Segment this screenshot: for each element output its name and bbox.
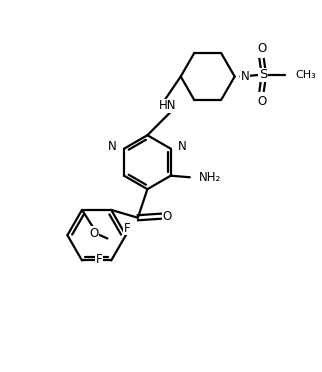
Text: N: N bbox=[108, 140, 117, 153]
Text: O: O bbox=[257, 95, 266, 108]
Text: F: F bbox=[96, 253, 102, 266]
Text: O: O bbox=[90, 227, 99, 240]
Text: S: S bbox=[259, 68, 268, 81]
Text: F: F bbox=[124, 222, 131, 235]
Text: CH₃: CH₃ bbox=[295, 70, 316, 80]
Text: O: O bbox=[257, 42, 266, 55]
Text: N: N bbox=[178, 140, 186, 153]
Text: NH₂: NH₂ bbox=[199, 171, 222, 184]
Text: N: N bbox=[241, 70, 249, 83]
Text: O: O bbox=[163, 210, 172, 223]
Text: HN: HN bbox=[158, 99, 176, 112]
